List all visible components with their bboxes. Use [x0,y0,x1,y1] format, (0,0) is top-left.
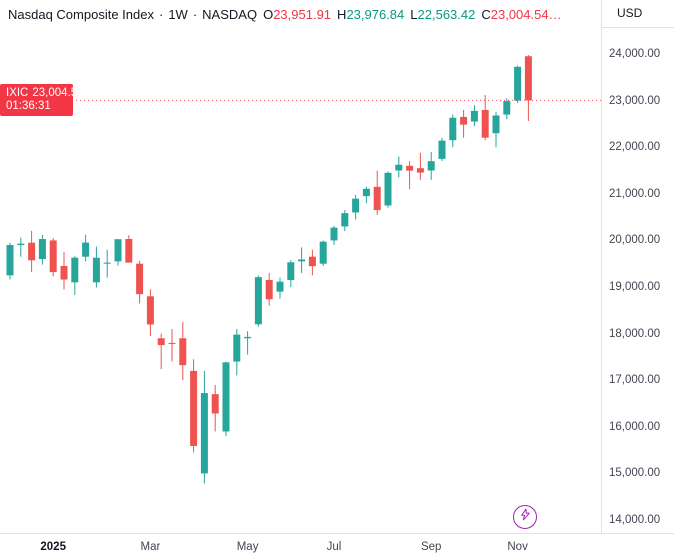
candle-body [190,370,198,446]
candle-body [524,56,532,101]
candle-body [460,116,468,125]
open-label: O [263,7,274,22]
symbol-title: Nasdaq Composite Index [8,7,154,22]
candle-body [330,227,338,241]
candle-body [503,101,511,115]
candle-body [492,115,500,134]
time-axis-label: Nov [507,541,528,553]
candle-body [265,280,273,300]
time-axis-label: May [236,541,259,553]
candle-body [114,239,122,262]
price-axis-label: 23,000.00 [609,94,661,107]
candle-body [427,161,435,171]
candle-body [28,242,36,261]
candle-body [449,117,457,141]
candle-body [416,168,424,173]
candle-body [481,109,489,138]
candle-body [298,259,306,262]
candle-body [125,239,133,263]
exchange-label: NASDAQ [202,7,258,22]
candle-body [82,242,90,257]
high-label: H [337,7,347,22]
time-axis-label: Mar [140,541,161,553]
low-label: L [410,7,418,22]
interval-label: 1W [168,7,188,22]
instant-trading-button[interactable] [513,505,537,529]
close-label: C [481,7,491,22]
candle-body [352,198,360,213]
price-axis-label: 14,000.00 [609,514,661,526]
candle-body [244,336,252,339]
candle-body [276,281,284,292]
candle-body [38,239,46,260]
candle-body [168,342,176,344]
candle-body [514,66,522,101]
candle-body [373,186,381,211]
price-tag-row: IXIC 23,004.54 [6,87,84,100]
close-value: 23,004.54… [490,7,562,22]
open-value: 23,951.91 [273,7,332,22]
candle-body [233,334,241,362]
price-axis-label: 24,000.00 [609,48,661,60]
candle-body [395,164,403,171]
time-axis-label: 2025 [40,541,66,553]
price-axis[interactable]: 24,000.00 23,000.00 22,000.00 21,000.00 20,0… [601,0,674,533]
lightning-icon [519,508,532,526]
candle-body [287,262,295,281]
candle-body [17,243,25,246]
candle-body [470,110,478,122]
time-axis[interactable]: 2025 Mar May Jul Sep Nov [0,533,674,560]
price-axis-label: 18,000.00 [609,327,661,340]
low-value: 22,563.42 [417,7,476,22]
candle-body [341,213,349,227]
high-value: 23,976.84 [346,7,405,22]
chart-plot-area[interactable] [0,0,601,533]
candle-body [71,257,79,283]
candle-body [146,296,154,325]
candle-body [362,188,370,197]
candle-body [406,165,414,171]
price-axis-label: 19,000.00 [609,281,661,293]
candle-body [6,245,14,276]
price-axis-label: 21,000.00 [609,187,661,200]
price-axis-label: 17,000.00 [609,374,661,387]
price-tag-price: 23,004.54 [32,87,84,99]
candle-body [222,362,230,432]
candle-body [60,266,68,280]
candle-body [211,394,219,414]
price-axis-label: 22,000.00 [609,141,661,154]
candle-body [136,263,144,295]
legend-separator: · [192,7,198,22]
price-axis-label: 20,000.00 [609,234,661,247]
candle-body [103,262,111,264]
candle-body [319,241,327,264]
time-axis-label: Jul [326,541,342,553]
price-axis-label: 15,000.00 [609,467,661,480]
bar-countdown: 01:36:31 [6,100,51,112]
price-axis-label: 16,000.00 [609,420,661,433]
legend-separator: · [158,7,164,22]
candle-body [438,140,446,159]
candle-body [308,256,316,267]
symbol-legend[interactable]: Nasdaq Composite Index · 1W · NASDAQ O23,951.… [8,7,562,22]
candle-body [384,172,392,206]
time-axis-label: Sep [420,541,442,553]
currency-box[interactable]: USD [601,0,674,28]
price-tag-symbol: IXIC [6,87,29,99]
candle-body [157,338,165,346]
candle-body [254,277,262,325]
candle-body [200,393,208,474]
currency-label: USD [617,6,643,20]
candle-body [49,240,57,273]
last-price-tag: IXIC 23,004.54 01:36:31 [0,84,84,116]
candle-body [92,257,100,283]
candlestick-chart[interactable] [0,0,601,533]
candle-body [179,338,187,366]
